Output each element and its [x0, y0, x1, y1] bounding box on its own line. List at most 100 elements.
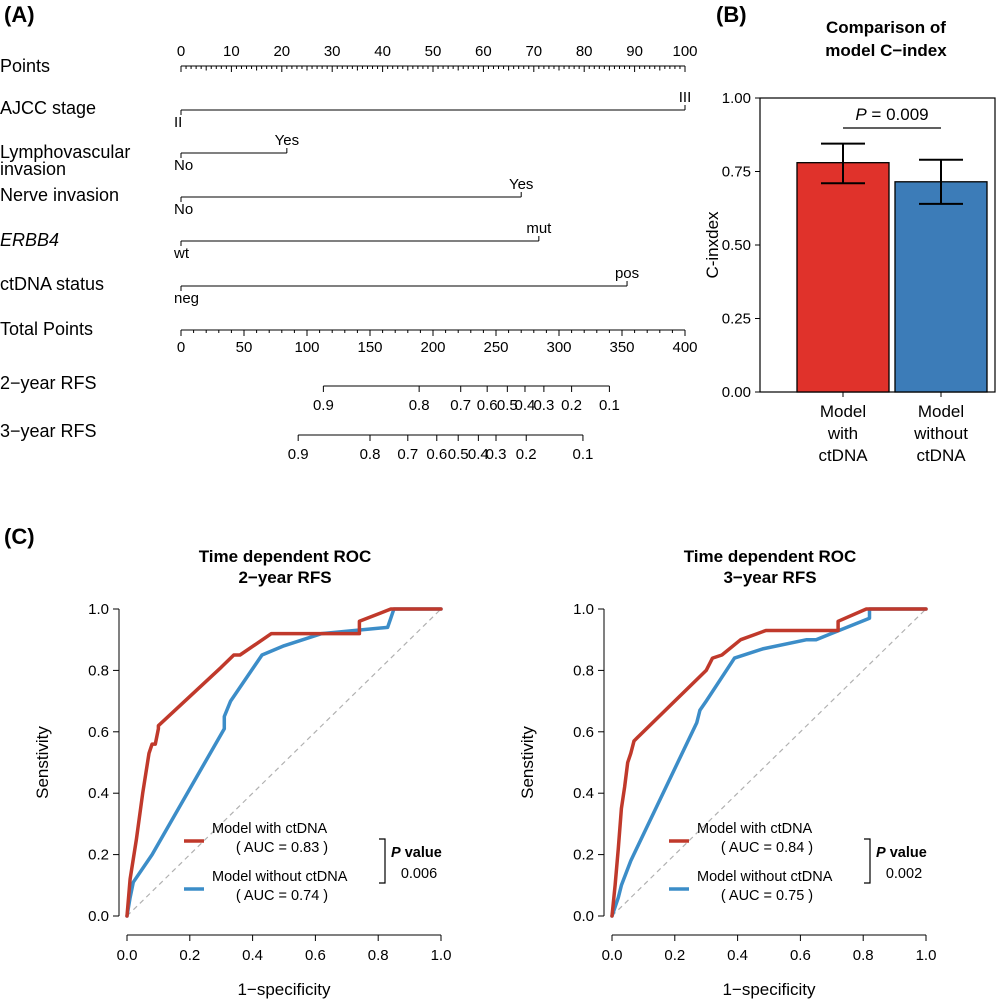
legend-auc: ( AUC = 0.84 )	[721, 840, 813, 856]
x-axis-title: 1−specificity	[722, 980, 816, 999]
nomogram-tick-label: 300	[546, 339, 571, 356]
nomogram-rfs-tick-label: 0.3	[486, 446, 507, 463]
p-value-number: 0.006	[401, 866, 437, 882]
y-axis-title: C-inxdex	[703, 211, 722, 279]
nomogram-tick-label: 80	[576, 43, 593, 60]
p-value-number: 0.002	[886, 866, 922, 882]
nomogram-row-label: 3−year RFS	[0, 421, 97, 441]
nomogram-variable-label: AJCC stage	[0, 98, 96, 118]
nomogram-rfs-tick-label: 0.5	[448, 446, 469, 463]
chart-title: 2−year RFS	[238, 568, 331, 587]
nomogram-rfs-tick-label: 0.2	[516, 446, 537, 463]
chart-title: model C−index	[825, 41, 947, 60]
legend-label: Model with ctDNA	[697, 821, 813, 837]
x-tick-label: Model	[918, 402, 964, 421]
y-tick-label: 1.0	[573, 601, 594, 618]
y-tick-label: 0.25	[722, 311, 751, 328]
chart-title: 3−year RFS	[723, 568, 816, 587]
p-value-text: = 0.009	[867, 105, 929, 124]
nomogram-tick-label: 100	[672, 43, 697, 60]
nomogram-tick-label: 200	[420, 339, 445, 356]
y-tick-label: 0.4	[573, 785, 594, 802]
nomogram-level-label: Yes	[275, 132, 299, 149]
roc-curve	[610, 607, 928, 918]
x-tick-label: 0.4	[242, 947, 263, 964]
nomogram-tick-label: 10	[223, 43, 240, 60]
nomogram-tick-label: 400	[672, 339, 697, 356]
nomogram-tick-label: 0	[177, 339, 185, 356]
nomogram-rfs-tick-label: 0.8	[360, 446, 381, 463]
y-tick-label: 1.0	[88, 601, 109, 618]
nomogram-rfs-tick-label: 0.7	[450, 397, 471, 414]
reference-diagonal	[611, 608, 927, 917]
panel-label-b: (B)	[716, 2, 747, 27]
legend-label: Model without ctDNA	[212, 869, 348, 885]
nomogram-level-label: II	[174, 114, 182, 131]
y-tick-label: 0.75	[722, 164, 751, 181]
nomogram-tick-label: 0	[177, 43, 185, 60]
nomogram-tick-label: 60	[475, 43, 492, 60]
p-symbol: P	[391, 845, 401, 861]
y-tick-label: 0.0	[573, 908, 594, 925]
p-value-word: value	[401, 845, 442, 861]
nomogram-variable-label: Lymphovascular	[0, 142, 130, 162]
y-tick-label: 0.0	[88, 908, 109, 925]
y-tick-label: 1.00	[722, 90, 751, 107]
nomogram-level-label: neg	[174, 290, 199, 307]
nomogram-tick-label: 70	[525, 43, 542, 60]
nomogram-tick-label: 30	[324, 43, 341, 60]
legend-label: Model without ctDNA	[697, 869, 833, 885]
legend-auc: ( AUC = 0.75 )	[721, 888, 813, 904]
y-tick-label: 0.6	[573, 724, 594, 741]
nomogram-level-label: No	[174, 157, 193, 174]
p-value-heading: P value	[876, 845, 927, 861]
chart-title: Time dependent ROC	[684, 547, 857, 566]
y-tick-label: 0.4	[88, 785, 109, 802]
nomogram-tick-label: 350	[609, 339, 634, 356]
roc-chart-2-year: Time dependent ROC 2−year RFS 0.0 0.0 0.2 0.2…	[33, 547, 451, 999]
x-tick-label: ctDNA	[916, 446, 966, 465]
x-tick-label: ctDNA	[818, 446, 868, 465]
y-axis-title: Senstivity	[33, 726, 52, 799]
nomogram-rfs-tick-label: 0.7	[397, 446, 418, 463]
y-axis-title: Senstivity	[518, 726, 537, 799]
nomogram-tick-label: 100	[294, 339, 319, 356]
y-tick-label: 0.00	[722, 384, 751, 401]
nomogram-rfs-tick-label: 0.6	[477, 397, 498, 414]
nomogram-variable-label: ERBB4	[0, 230, 59, 250]
nomogram-rfs-tick-label: 0.8	[409, 397, 430, 414]
nomogram-tick-label: 90	[626, 43, 643, 60]
x-tick-label: 0.8	[853, 947, 874, 964]
nomogram-rfs-tick-label: 0.1	[599, 397, 620, 414]
roc-chart-3-year: Time dependent ROC 3−year RFS 0.0 0.0 0.2 0.2…	[518, 547, 936, 999]
x-tick-label: 0.6	[305, 947, 326, 964]
x-tick-label: 0.6	[790, 947, 811, 964]
panel-label-c: (C)	[4, 524, 35, 549]
p-value-bracket	[379, 838, 386, 884]
legend-auc: ( AUC = 0.74 )	[236, 888, 328, 904]
x-tick-label: Model	[820, 402, 866, 421]
legend-label: Model with ctDNA	[212, 821, 328, 837]
x-tick-label: 0.4	[727, 947, 748, 964]
nomogram-level-label: No	[174, 201, 193, 218]
nomogram-rfs-tick-label: 0.3	[533, 397, 554, 414]
nomogram-rfs-tick-label: 0.4	[468, 446, 489, 463]
chart-title: Time dependent ROC	[199, 547, 372, 566]
nomogram-rfs-tick-label: 0.9	[288, 446, 309, 463]
nomogram-level-label: III	[679, 89, 692, 106]
nomogram-rfs-tick-label: 0.5	[497, 397, 518, 414]
nomogram-tick-label: 50	[236, 339, 253, 356]
nomogram-row-label: Total Points	[0, 319, 93, 339]
roc-curve	[125, 607, 443, 918]
y-tick-label: 0.8	[88, 662, 109, 679]
nomogram-level-label: Yes	[509, 176, 533, 193]
nomogram-tick-label: 40	[374, 43, 391, 60]
nomogram-variable-label: invasion	[0, 159, 66, 179]
nomogram-variable-label: Nerve invasion	[0, 185, 119, 205]
p-value-label: P = 0.009	[855, 105, 928, 124]
nomogram-tick-label: 50	[425, 43, 442, 60]
bar	[796, 162, 890, 393]
x-tick-label: 1.0	[916, 947, 937, 964]
reference-diagonal	[126, 608, 442, 917]
y-tick-label: 0.8	[573, 662, 594, 679]
